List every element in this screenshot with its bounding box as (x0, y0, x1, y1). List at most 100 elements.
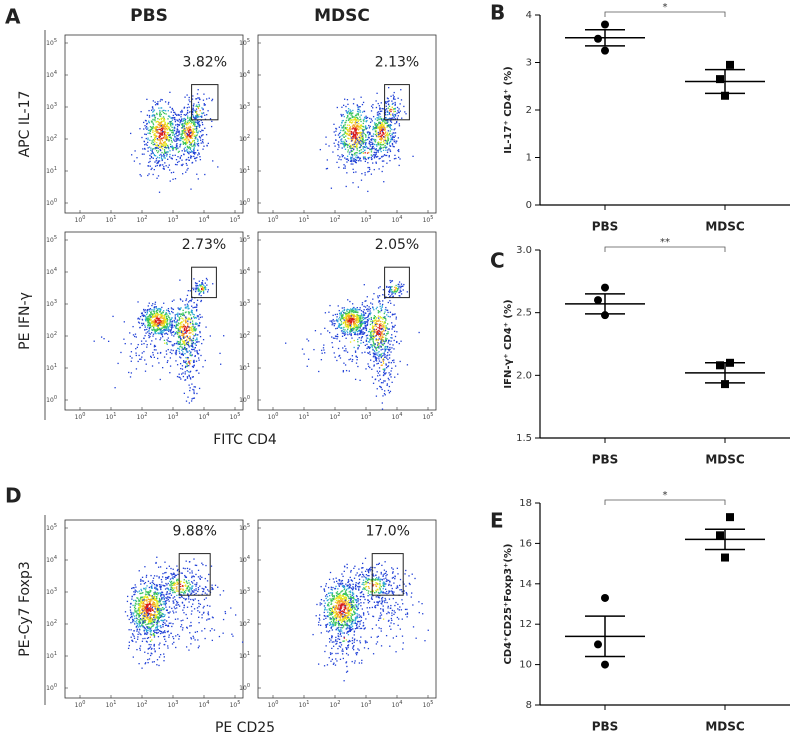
event-dot (380, 327, 383, 330)
tick-base: 10 (239, 168, 247, 175)
event-dot (157, 124, 159, 126)
event-dot (191, 342, 193, 344)
event-dot (199, 313, 201, 316)
event-dot (158, 322, 160, 325)
event-dot (152, 131, 154, 133)
tick-base: 10 (46, 168, 54, 175)
event-dot (154, 161, 156, 163)
event-dot (183, 336, 185, 338)
event-dot (202, 108, 204, 111)
tick-base: 10 (46, 237, 54, 244)
event-dot (187, 371, 190, 373)
event-dot (146, 309, 149, 311)
event-dot (345, 135, 347, 137)
event-dot (365, 335, 368, 337)
event-dot (353, 326, 355, 329)
event-dot (356, 137, 359, 140)
event-dot (189, 321, 192, 323)
event-dot (200, 131, 202, 133)
event-dot (366, 119, 368, 122)
event-dot (178, 308, 180, 310)
event-dot (192, 122, 195, 124)
x-tick-label: 104 (199, 412, 210, 421)
event-dot (187, 126, 190, 128)
event-dot (165, 137, 168, 139)
event-dot (361, 302, 364, 304)
event-dot (368, 365, 370, 368)
event-dot (188, 374, 190, 376)
event-dot (147, 322, 149, 324)
event-dot (159, 125, 161, 127)
event-dot (399, 103, 401, 105)
event-dot (185, 330, 187, 332)
event-dot (158, 136, 161, 138)
plot-frame (64, 34, 244, 214)
event-dot (138, 620, 140, 623)
event-dot (187, 319, 189, 321)
event-dot (377, 333, 379, 335)
event-dot (374, 353, 376, 356)
event-dot (344, 323, 347, 325)
event-dot (336, 319, 339, 322)
event-dot (385, 147, 387, 149)
event-dot (153, 320, 155, 323)
event-dot (379, 353, 381, 356)
event-dot (202, 134, 204, 136)
event-dot (165, 136, 167, 138)
event-dot (373, 315, 376, 317)
event-dot (350, 138, 352, 140)
event-dot (155, 131, 158, 134)
tick-exponent: 4 (399, 412, 402, 418)
event-dot (163, 339, 166, 341)
event-dot (192, 115, 194, 117)
event-dot (184, 307, 187, 309)
event-dot (391, 106, 393, 108)
event-dot (382, 382, 384, 384)
event-dot (199, 292, 202, 294)
event-dot (388, 291, 391, 294)
x-tick-label: 100 (268, 412, 279, 421)
event-dot (151, 304, 153, 307)
event-dot (171, 130, 174, 132)
event-dot (134, 150, 136, 152)
event-dot (161, 333, 163, 335)
event-dot (392, 114, 394, 117)
event-dot (346, 351, 349, 353)
event-dot (377, 287, 380, 289)
tick-exponent: 1 (54, 166, 57, 172)
event-dot (181, 130, 183, 132)
event-dot (180, 133, 182, 135)
tick-base: 10 (268, 414, 276, 421)
event-dot (139, 128, 141, 130)
event-dot (370, 320, 372, 323)
tick-base: 10 (423, 414, 431, 421)
tick-exponent: 2 (144, 215, 147, 221)
event-dot (379, 338, 382, 340)
event-dot (361, 317, 364, 319)
event-dot (179, 144, 182, 146)
event-dot (343, 319, 345, 321)
event-dot (188, 121, 190, 124)
event-dot (182, 142, 185, 144)
event-dot (383, 142, 386, 144)
event-dot (176, 342, 178, 344)
event-dot (190, 122, 192, 125)
event-dot (360, 325, 363, 327)
event-dot (198, 294, 200, 296)
event-dot (363, 314, 365, 316)
event-dot (185, 351, 188, 353)
event-dot (164, 325, 166, 327)
event-dot (185, 335, 188, 337)
event-dot (354, 128, 356, 130)
event-dot (377, 312, 380, 314)
event-dot (195, 289, 197, 291)
event-dot (360, 124, 363, 126)
event-dot (361, 133, 363, 135)
event-dot (400, 293, 403, 295)
event-dot (188, 364, 190, 367)
event-dot (136, 612, 138, 614)
event-dot (187, 337, 189, 339)
event-dot (148, 334, 150, 337)
event-dot (343, 145, 345, 148)
event-dot (338, 354, 341, 357)
